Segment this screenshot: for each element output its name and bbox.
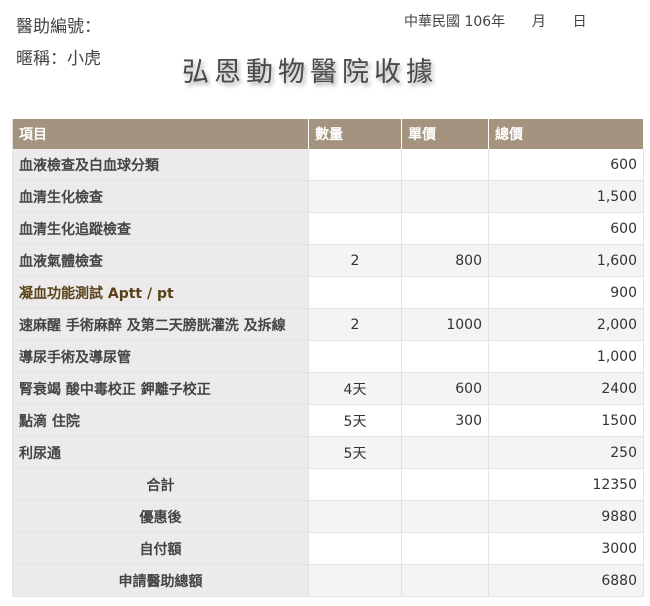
table-row: 血清生化追蹤檢查 600 [12, 212, 644, 245]
table-row: 血清生化檢查 1,500 [12, 180, 644, 213]
summary-total: 6880 [488, 564, 644, 597]
summary-total: 12350 [488, 468, 644, 501]
item-cell: 導尿手術及導尿管 [12, 340, 309, 373]
summary-label: 優惠後 [12, 500, 309, 533]
total-cell: 1,600 [488, 244, 644, 277]
nickname-label: 暱稱：小虎 [16, 49, 101, 69]
summary-row-aid-requested: 申請醫助總額 6880 [12, 564, 644, 597]
item-cell: 點滴 住院 [12, 404, 309, 437]
quantity-cell: 2 [308, 308, 402, 341]
table-row: 凝血功能測試 Aptt / pt 900 [12, 276, 644, 309]
total-cell: 900 [488, 276, 644, 309]
unit-price-cell [401, 468, 489, 501]
item-cell: 利尿通 [12, 436, 309, 469]
quantity-cell [308, 340, 402, 373]
total-cell: 250 [488, 436, 644, 469]
quantity-cell [308, 564, 402, 597]
unit-price-cell [401, 276, 489, 309]
total-cell: 2400 [488, 372, 644, 405]
quantity-cell [308, 468, 402, 501]
unit-price-cell: 600 [401, 372, 489, 405]
summary-total: 9880 [488, 500, 644, 533]
summary-label: 自付額 [12, 532, 309, 565]
summary-label: 申請醫助總額 [12, 564, 309, 597]
quantity-cell [308, 149, 402, 181]
total-cell: 600 [488, 149, 644, 181]
total-cell: 1,500 [488, 180, 644, 213]
summary-total: 3000 [488, 532, 644, 565]
total-cell: 1,000 [488, 340, 644, 373]
unit-price-cell [401, 500, 489, 533]
unit-price-cell [401, 564, 489, 597]
column-header-quantity: 數量 [308, 119, 402, 149]
item-cell: 凝血功能測試 Aptt / pt [12, 276, 309, 309]
unit-price-cell [401, 149, 489, 181]
quantity-cell [308, 212, 402, 245]
total-cell: 600 [488, 212, 644, 245]
column-header-total: 總價 [488, 119, 644, 149]
table-row: 導尿手術及導尿管 1,000 [12, 340, 644, 373]
item-cell: 腎衰竭 酸中毒校正 鉀離子校正 [12, 372, 309, 405]
summary-label: 合計 [12, 468, 309, 501]
item-cell: 速麻醒 手術麻醉 及第二天膀胱灌洗 及拆線 [12, 308, 309, 341]
item-cell: 血清生化追蹤檢查 [12, 212, 309, 245]
total-cell: 1500 [488, 404, 644, 437]
summary-row-discounted: 優惠後 9880 [12, 500, 644, 533]
column-header-unit-price: 單價 [401, 119, 489, 149]
receipt-table: 項目 數量 單價 總價 血液檢查及白血球分類 600 血清生化檢查 1,500 … [12, 119, 644, 597]
quantity-cell: 5天 [308, 436, 402, 469]
document-title: 弘恩動物醫院收據 [182, 57, 438, 88]
table-row: 腎衰竭 酸中毒校正 鉀離子校正 4天 600 2400 [12, 372, 644, 405]
table-header-row: 項目 數量 單價 總價 [12, 119, 644, 149]
summary-row-subtotal: 合計 12350 [12, 468, 644, 501]
table-row: 血液氣體檢查 2 800 1,600 [12, 244, 644, 277]
summary-row-self-pay: 自付額 3000 [12, 532, 644, 565]
item-cell: 血液檢查及白血球分類 [12, 149, 309, 181]
unit-price-cell: 300 [401, 404, 489, 437]
table-row: 點滴 住院 5天 300 1500 [12, 404, 644, 437]
table-row: 血液檢查及白血球分類 600 [12, 149, 644, 181]
quantity-cell: 5天 [308, 404, 402, 437]
unit-price-cell: 1000 [401, 308, 489, 341]
unit-price-cell [401, 532, 489, 565]
unit-price-cell [401, 340, 489, 373]
quantity-cell [308, 180, 402, 213]
column-header-item: 項目 [12, 119, 309, 149]
unit-price-cell: 800 [401, 244, 489, 277]
aid-number-label: 醫助編號： [16, 17, 101, 37]
quantity-cell [308, 532, 402, 565]
unit-price-cell [401, 180, 489, 213]
unit-price-cell [401, 436, 489, 469]
quantity-cell [308, 500, 402, 533]
table-row: 利尿通 5天 250 [12, 436, 644, 469]
item-cell: 血液氣體檢查 [12, 244, 309, 277]
item-cell: 血清生化檢查 [12, 180, 309, 213]
date-line: 中華民國 106年 月 日 [404, 14, 587, 30]
unit-price-cell [401, 212, 489, 245]
total-cell: 2,000 [488, 308, 644, 341]
quantity-cell: 4天 [308, 372, 402, 405]
quantity-cell [308, 276, 402, 309]
table-row: 速麻醒 手術麻醉 及第二天膀胱灌洗 及拆線 2 1000 2,000 [12, 308, 644, 341]
quantity-cell: 2 [308, 244, 402, 277]
